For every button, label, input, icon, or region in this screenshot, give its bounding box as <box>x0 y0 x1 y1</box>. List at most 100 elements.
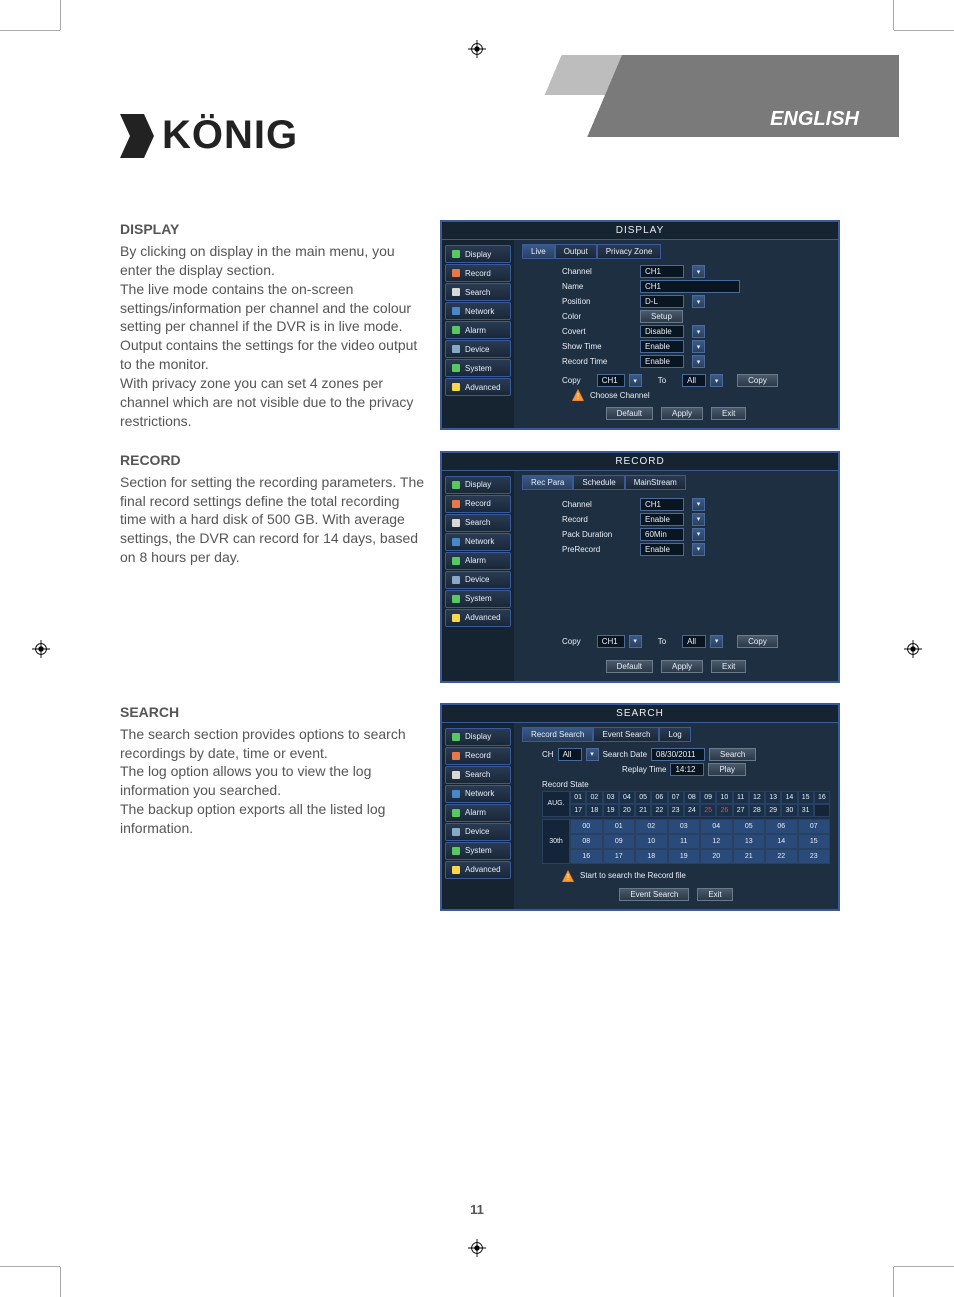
sidebar-item-search[interactable]: Search <box>445 283 511 301</box>
sidebar-item-record[interactable]: Record <box>445 264 511 282</box>
date-value[interactable]: 08/30/2011 <box>651 748 705 761</box>
sidebar-item-system[interactable]: System <box>445 842 511 860</box>
sidebar-item-search[interactable]: Search <box>445 766 511 784</box>
sidebar-item-display[interactable]: Display <box>445 728 511 746</box>
hour-cell[interactable]: 10 <box>635 834 668 849</box>
calendar-day[interactable]: 27 <box>733 804 749 817</box>
calendar-day[interactable]: 18 <box>586 804 602 817</box>
tab-mainstream[interactable]: MainStream <box>625 475 686 490</box>
calendar-day[interactable]: 15 <box>798 791 814 804</box>
calendar-day[interactable]: 10 <box>716 791 732 804</box>
calendar-day[interactable]: 24 <box>684 804 700 817</box>
calendar-day[interactable]: 09 <box>700 791 716 804</box>
calendar-day[interactable]: 30 <box>781 804 797 817</box>
tab-rec-para[interactable]: Rec Para <box>522 475 573 490</box>
calendar-day[interactable]: 17 <box>570 804 586 817</box>
calendar-day[interactable]: 20 <box>619 804 635 817</box>
hour-cell[interactable]: 01 <box>603 819 636 834</box>
hour-cell[interactable]: 23 <box>798 849 831 864</box>
dropdown-icon[interactable]: ▾ <box>692 543 705 556</box>
copy-button[interactable]: Copy <box>737 635 778 648</box>
hour-cell[interactable]: 05 <box>733 819 766 834</box>
calendar-day[interactable]: 22 <box>651 804 667 817</box>
calendar-day[interactable]: 06 <box>651 791 667 804</box>
sidebar-item-advanced[interactable]: Advanced <box>445 378 511 396</box>
tab-output[interactable]: Output <box>555 244 597 259</box>
tab-event-search[interactable]: Event Search <box>593 727 659 742</box>
tab-live[interactable]: Live <box>522 244 555 259</box>
dropdown-icon[interactable]: ▾ <box>692 355 705 368</box>
dropdown-icon[interactable]: ▾ <box>692 528 705 541</box>
row-value[interactable]: CH1 <box>640 498 684 511</box>
hour-cell[interactable]: 09 <box>603 834 636 849</box>
sidebar-item-device[interactable]: Device <box>445 571 511 589</box>
calendar-day[interactable]: 01 <box>570 791 586 804</box>
hour-cell[interactable]: 17 <box>603 849 636 864</box>
calendar-day[interactable]: 26 <box>716 804 732 817</box>
calendar-day[interactable]: 14 <box>781 791 797 804</box>
sidebar-item-network[interactable]: Network <box>445 785 511 803</box>
dropdown-icon[interactable]: ▾ <box>586 748 599 761</box>
copy-from[interactable]: CH1 <box>597 635 625 648</box>
calendar-day[interactable]: 21 <box>635 804 651 817</box>
play-button[interactable]: Play <box>708 763 746 776</box>
row-value[interactable]: Enable <box>640 513 684 526</box>
sidebar-item-system[interactable]: System <box>445 359 511 377</box>
hour-cell[interactable]: 18 <box>635 849 668 864</box>
calendar-day[interactable]: 25 <box>700 804 716 817</box>
dropdown-icon[interactable]: ▾ <box>710 635 723 648</box>
tab-schedule[interactable]: Schedule <box>573 475 624 490</box>
row-value[interactable]: Enable <box>640 355 684 368</box>
sidebar-item-network[interactable]: Network <box>445 302 511 320</box>
sidebar-item-network[interactable]: Network <box>445 533 511 551</box>
hour-cell[interactable]: 04 <box>700 819 733 834</box>
copy-to[interactable]: All <box>682 635 706 648</box>
sidebar-item-search[interactable]: Search <box>445 514 511 532</box>
calendar-day[interactable]: 12 <box>749 791 765 804</box>
hour-cell[interactable]: 08 <box>570 834 603 849</box>
apply-button[interactable]: Apply <box>661 407 703 420</box>
hour-cell[interactable]: 20 <box>700 849 733 864</box>
sidebar-item-advanced[interactable]: Advanced <box>445 861 511 879</box>
replay-value[interactable]: 14:12 <box>670 763 704 776</box>
sidebar-item-record[interactable]: Record <box>445 747 511 765</box>
calendar-day[interactable]: 29 <box>765 804 781 817</box>
hour-cell[interactable]: 19 <box>668 849 701 864</box>
dropdown-icon[interactable]: ▾ <box>692 498 705 511</box>
exit-button[interactable]: Exit <box>711 660 746 673</box>
tab-privacy-zone[interactable]: Privacy Zone <box>597 244 662 259</box>
sidebar-item-system[interactable]: System <box>445 590 511 608</box>
dropdown-icon[interactable]: ▾ <box>629 374 642 387</box>
setup-button[interactable]: Setup <box>640 310 683 323</box>
calendar-day[interactable]: 31 <box>798 804 814 817</box>
dropdown-icon[interactable]: ▾ <box>692 325 705 338</box>
sidebar-item-display[interactable]: Display <box>445 476 511 494</box>
sidebar-item-alarm[interactable]: Alarm <box>445 804 511 822</box>
row-value[interactable]: Disable <box>640 325 684 338</box>
hour-cell[interactable]: 16 <box>570 849 603 864</box>
hour-cell[interactable]: 06 <box>765 819 798 834</box>
search-button[interactable]: Search <box>709 748 756 761</box>
row-value[interactable]: CH1 <box>640 265 684 278</box>
calendar-day[interactable]: 02 <box>586 791 602 804</box>
dropdown-icon[interactable]: ▾ <box>692 513 705 526</box>
event-search-button[interactable]: Event Search <box>619 888 689 901</box>
dropdown-icon[interactable]: ▾ <box>629 635 642 648</box>
exit-button[interactable]: Exit <box>711 407 746 420</box>
hour-cell[interactable]: 21 <box>733 849 766 864</box>
row-value[interactable]: Enable <box>640 543 684 556</box>
copy-button[interactable]: Copy <box>737 374 778 387</box>
hour-cell[interactable]: 14 <box>765 834 798 849</box>
hour-cell[interactable]: 03 <box>668 819 701 834</box>
sidebar-item-device[interactable]: Device <box>445 823 511 841</box>
default-button[interactable]: Default <box>606 407 653 420</box>
copy-to[interactable]: All <box>682 374 706 387</box>
tab-log[interactable]: Log <box>659 727 690 742</box>
calendar-day[interactable]: 04 <box>619 791 635 804</box>
hour-cell[interactable]: 13 <box>733 834 766 849</box>
calendar-day[interactable]: 03 <box>603 791 619 804</box>
sidebar-item-advanced[interactable]: Advanced <box>445 609 511 627</box>
sidebar-item-display[interactable]: Display <box>445 245 511 263</box>
hour-cell[interactable]: 11 <box>668 834 701 849</box>
hour-cell[interactable]: 07 <box>798 819 831 834</box>
